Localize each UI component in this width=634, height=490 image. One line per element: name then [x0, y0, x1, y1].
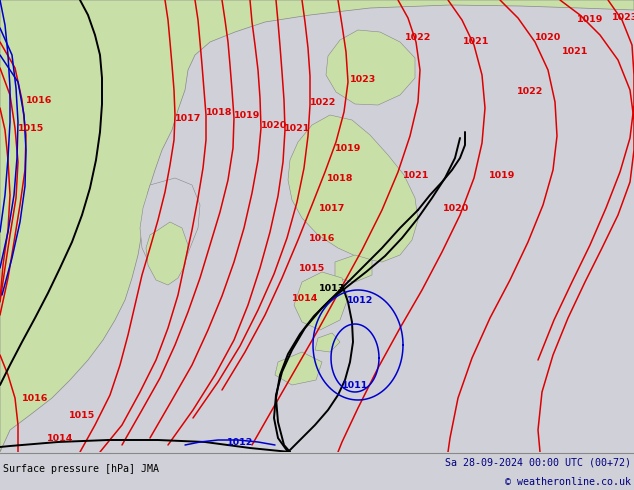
Text: 1022: 1022 — [517, 88, 543, 97]
Text: 1017: 1017 — [175, 114, 202, 122]
Polygon shape — [288, 115, 418, 262]
Polygon shape — [315, 333, 340, 352]
Text: 1015: 1015 — [299, 264, 325, 272]
Text: 1021: 1021 — [463, 38, 489, 47]
Text: 1021: 1021 — [562, 48, 588, 56]
Text: 1020: 1020 — [535, 33, 561, 43]
Text: 1023: 1023 — [612, 14, 634, 23]
Text: 1018: 1018 — [206, 107, 233, 117]
Text: 1019: 1019 — [489, 171, 515, 179]
Polygon shape — [140, 178, 200, 282]
Text: 1011: 1011 — [342, 381, 368, 390]
Polygon shape — [326, 30, 415, 105]
Text: 1014: 1014 — [47, 434, 73, 442]
Text: 1015: 1015 — [69, 411, 95, 419]
Text: Surface pressure [hPa] JMA: Surface pressure [hPa] JMA — [3, 464, 159, 474]
Polygon shape — [146, 222, 188, 285]
Text: 1017: 1017 — [319, 203, 345, 213]
Polygon shape — [0, 0, 634, 452]
Polygon shape — [335, 255, 372, 282]
Text: 1021: 1021 — [284, 123, 311, 132]
Text: 1015: 1015 — [18, 123, 44, 132]
Text: © weatheronline.co.uk: © weatheronline.co.uk — [505, 477, 631, 487]
Polygon shape — [275, 352, 322, 385]
Text: 1023: 1023 — [350, 75, 376, 84]
Text: 1013: 1013 — [319, 284, 345, 293]
Text: 1022: 1022 — [405, 33, 431, 43]
Text: 1019: 1019 — [335, 144, 361, 152]
Text: 1016: 1016 — [22, 393, 48, 402]
Text: 1020: 1020 — [443, 203, 469, 213]
Text: 1016: 1016 — [26, 96, 53, 104]
Text: 1022: 1022 — [310, 98, 337, 106]
Text: 1018: 1018 — [327, 173, 353, 182]
Text: 1019: 1019 — [234, 111, 261, 120]
Text: 1021: 1021 — [403, 171, 429, 179]
Text: 1012: 1012 — [227, 438, 253, 446]
Text: 1020: 1020 — [261, 121, 287, 129]
Text: 1012: 1012 — [347, 295, 373, 304]
Text: 1016: 1016 — [309, 234, 335, 243]
Text: Sa 28-09-2024 00:00 UTC (00+72): Sa 28-09-2024 00:00 UTC (00+72) — [445, 458, 631, 467]
Text: 1019: 1019 — [577, 16, 603, 24]
Polygon shape — [294, 272, 348, 330]
Text: 1014: 1014 — [292, 294, 318, 302]
